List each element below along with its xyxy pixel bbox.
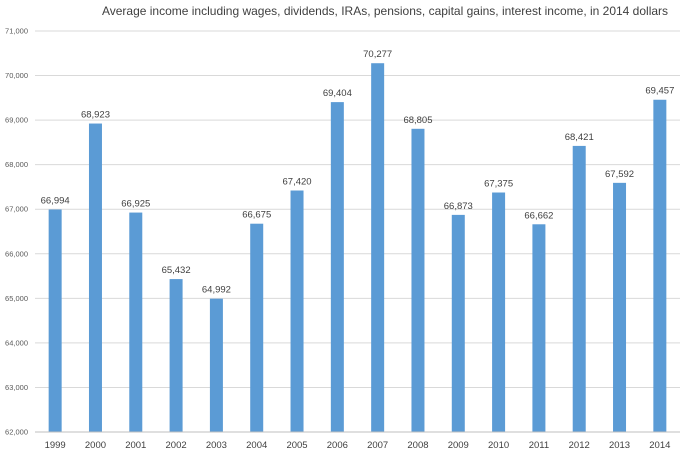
bar bbox=[209, 298, 223, 432]
y-tick-label: 69,000 bbox=[5, 116, 28, 125]
x-tick-label: 2008 bbox=[407, 440, 428, 451]
data-label: 66,675 bbox=[242, 210, 271, 221]
x-tick-label: 2013 bbox=[609, 440, 630, 451]
x-tick-label: 2012 bbox=[569, 440, 590, 451]
x-tick-label: 2004 bbox=[246, 440, 267, 451]
bar bbox=[169, 279, 183, 432]
data-label: 70,277 bbox=[363, 49, 392, 60]
x-tick-label: 2011 bbox=[529, 440, 549, 451]
x-tick-label: 1999 bbox=[45, 440, 66, 451]
bar bbox=[129, 212, 143, 432]
y-tick-label: 67,000 bbox=[5, 205, 28, 214]
gridlines bbox=[35, 30, 680, 388]
x-axis-ticks: 1999 2000 2001 2002 2003 2004 2005 2006 2007 2008… bbox=[45, 440, 671, 451]
x-tick-label: 2010 bbox=[488, 440, 509, 451]
bar bbox=[653, 99, 667, 433]
data-label: 65,432 bbox=[162, 265, 191, 276]
y-tick-label: 63,000 bbox=[5, 383, 28, 392]
x-tick-label: 2014 bbox=[649, 440, 670, 451]
y-axis-ticks: 62,000 63,000 64,000 65,000 66,000 67,000 68,0… bbox=[5, 27, 28, 437]
bar bbox=[411, 128, 425, 432]
data-label: 67,420 bbox=[283, 177, 312, 188]
y-tick-label: 66,000 bbox=[5, 249, 28, 258]
data-label: 68,421 bbox=[565, 132, 594, 143]
x-tick-label: 2003 bbox=[206, 440, 227, 451]
bar bbox=[330, 102, 344, 433]
bar bbox=[492, 192, 506, 432]
x-tick-label: 2006 bbox=[327, 440, 348, 451]
bar bbox=[572, 145, 586, 432]
chart-title: Average income including wages, dividend… bbox=[102, 4, 668, 18]
y-tick-label: 70,000 bbox=[5, 71, 28, 80]
data-label: 68,923 bbox=[81, 110, 110, 121]
data-label: 66,873 bbox=[444, 201, 473, 212]
bar bbox=[250, 223, 264, 432]
data-label: 67,375 bbox=[484, 179, 513, 190]
data-label: 64,992 bbox=[202, 285, 231, 296]
bar bbox=[532, 224, 546, 432]
y-tick-label: 62,000 bbox=[5, 428, 28, 437]
data-label: 69,457 bbox=[645, 86, 674, 97]
x-tick-label: 2001 bbox=[125, 440, 146, 451]
x-tick-label: 2009 bbox=[448, 440, 469, 451]
data-label: 66,994 bbox=[41, 195, 70, 206]
bar bbox=[451, 214, 465, 432]
data-labels: 66,994 68,923 66,925 65,432 64,992 66,675 67,4… bbox=[41, 49, 675, 295]
y-tick-label: 68,000 bbox=[5, 160, 28, 169]
bar bbox=[290, 190, 304, 432]
data-label: 66,662 bbox=[524, 210, 553, 221]
y-tick-label: 71,000 bbox=[5, 27, 28, 36]
data-label: 69,404 bbox=[323, 88, 352, 99]
x-tick-label: 2002 bbox=[166, 440, 187, 451]
x-tick-label: 2007 bbox=[367, 440, 388, 451]
y-tick-label: 64,000 bbox=[5, 338, 28, 347]
bar bbox=[88, 123, 102, 433]
bar bbox=[613, 182, 627, 432]
bar bbox=[371, 63, 385, 433]
bar bbox=[48, 209, 62, 432]
data-label: 66,925 bbox=[121, 199, 150, 210]
y-tick-label: 65,000 bbox=[5, 294, 28, 303]
data-label: 67,592 bbox=[605, 169, 634, 180]
data-label: 68,805 bbox=[403, 115, 432, 126]
x-tick-label: 2005 bbox=[286, 440, 307, 451]
bars bbox=[48, 63, 667, 433]
x-tick-label: 2000 bbox=[85, 440, 106, 451]
